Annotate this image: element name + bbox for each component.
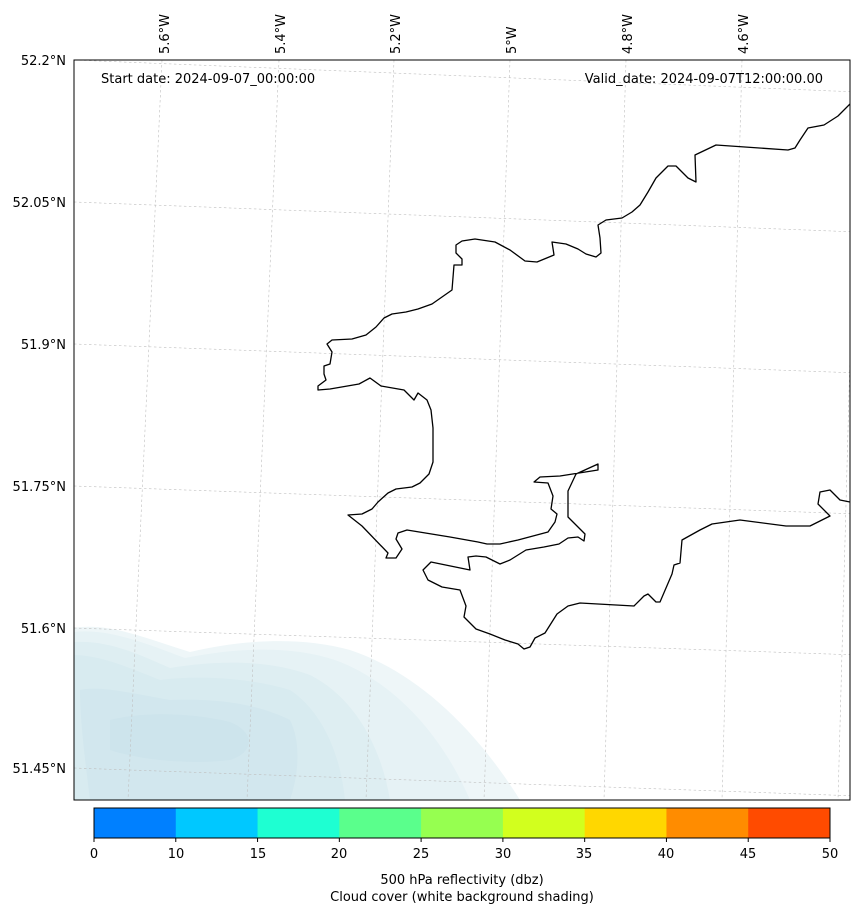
gridline-lon-5-4 <box>246 60 280 800</box>
gridline-lat-51-6 <box>74 627 850 656</box>
colorbar-segment <box>584 808 667 838</box>
colorbar-tick-label: 25 <box>413 847 430 862</box>
gridline-lat-51-75 <box>74 485 850 515</box>
lon-label-5-6w: 5.6°W <box>158 14 173 54</box>
gridline-lon-4-8 <box>603 60 627 800</box>
colorbar-frame <box>93 807 831 839</box>
colorbar-tick-label: 30 <box>495 847 512 862</box>
colorbar-segment <box>502 808 586 838</box>
coastline-north-shore <box>317 103 850 650</box>
colorbar-tick-label: 0 <box>90 847 98 862</box>
graticule <box>74 60 850 800</box>
gridline-lon-4-4 <box>837 344 850 800</box>
lat-label-51-6n: 51.6°N <box>21 622 66 637</box>
colorbar-tick-label: 45 <box>740 847 757 862</box>
colorbar-tick-label: 50 <box>822 847 839 862</box>
lat-label-52-05n: 52.05°N <box>13 196 66 211</box>
gridline-lon-4-6 <box>721 60 743 800</box>
gridline-lat-51-45 <box>74 767 850 797</box>
map-frame <box>73 59 851 801</box>
colorbar-segment <box>94 808 177 838</box>
lon-label-5-2w: 5.2°W <box>389 14 404 54</box>
gridline-lon-5 <box>483 60 511 800</box>
gridline-lat-52-2 <box>74 60 850 92</box>
colorbar-label-line2: Cloud cover (white background shading) <box>330 890 594 905</box>
colorbar <box>93 807 831 839</box>
lon-label-5w: 5°W <box>505 26 520 54</box>
cloud-cover-shading <box>74 626 520 800</box>
lat-label-51-45n: 51.45°N <box>13 762 66 777</box>
colorbar-segment <box>748 808 831 838</box>
lat-label-51-9n: 51.9°N <box>21 338 66 353</box>
colorbar-tick-label: 35 <box>576 847 593 862</box>
lon-label-4-6w: 4.6°W <box>737 14 752 54</box>
colorbar-segment <box>339 808 422 838</box>
colorbar-tick-label: 15 <box>250 847 267 862</box>
colorbar-tick-label: 10 <box>168 847 185 862</box>
valid-date-label: Valid_date: 2024-09-07T12:00:00.00 <box>585 72 823 87</box>
colorbar-tick-label: 40 <box>658 847 675 862</box>
colorbar-ticks: 0 10 15 20 25 30 35 40 45 50 <box>90 838 838 862</box>
coastline <box>317 103 850 650</box>
colorbar-segment <box>257 808 340 838</box>
colorbar-label-line1: 500 hPa reflectivity (dbz) <box>380 873 543 888</box>
colorbar-tick-label: 20 <box>331 847 348 862</box>
colorbar-segment <box>666 808 749 838</box>
gridline-lat-51-9 <box>74 343 850 374</box>
colorbar-segment <box>421 808 504 838</box>
lon-label-4-8w: 4.8°W <box>621 14 636 54</box>
lat-label-51-75n: 51.75°N <box>13 480 66 495</box>
start-date-label: Start date: 2024-09-07_00:00:00 <box>101 72 315 87</box>
gridline-lon-5-2 <box>365 60 395 800</box>
colorbar-segment <box>175 808 259 838</box>
gridline-lon-5-6 <box>127 60 163 800</box>
lon-label-5-4w: 5.4°W <box>274 14 289 54</box>
lat-label-52-2n: 52.2°N <box>21 54 66 69</box>
gridline-lat-52-05 <box>74 201 850 232</box>
